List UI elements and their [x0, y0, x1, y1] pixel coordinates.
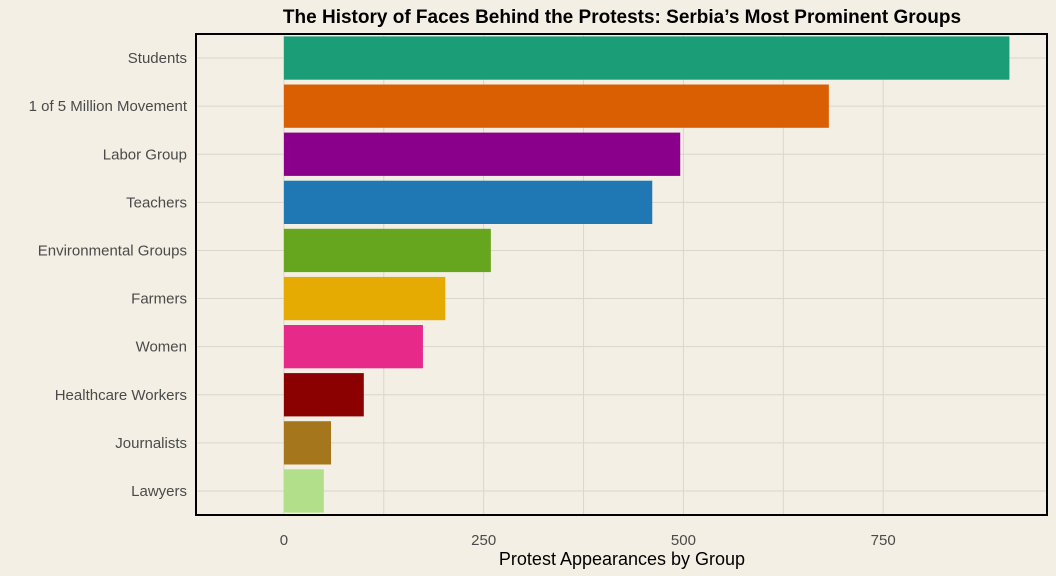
bar-environmental-groups: [283, 228, 491, 273]
bar-farmers: [283, 276, 446, 321]
bar-healthcare-workers: [283, 373, 364, 417]
category-label: Women: [136, 339, 187, 356]
x-tick-labels: 0 250 500 750: [280, 532, 896, 549]
category-label: Farmers: [131, 291, 187, 308]
bar-lawyers: [283, 469, 324, 513]
bar-students: [283, 36, 1010, 80]
x-tick-label: 250: [471, 532, 496, 549]
x-tick-label: 0: [280, 532, 288, 549]
category-label: Labor Group: [103, 146, 187, 163]
category-label: 1 of 5 Million Movement: [29, 98, 188, 115]
category-label: Healthcare Workers: [55, 387, 187, 404]
panel-border: [195, 33, 1048, 516]
category-label: Environmental Groups: [38, 242, 187, 259]
category-label: Journalists: [115, 435, 187, 452]
x-axis-title: Protest Appearances by Group: [499, 549, 745, 569]
bar-teachers: [283, 180, 653, 224]
x-tick-label: 750: [871, 532, 896, 549]
category-label: Students: [128, 50, 187, 67]
bar-labor-group: [283, 132, 681, 176]
category-labels: Students 1 of 5 Million Movement Labor Gro…: [29, 50, 188, 500]
bars: [283, 36, 1010, 513]
category-label: Lawyers: [131, 483, 187, 500]
bar-1-of-5-million-movement: [283, 84, 829, 128]
category-label: Teachers: [126, 194, 187, 211]
x-tick-label: 500: [671, 532, 696, 549]
chart-title: The History of Faces Behind the Protests…: [283, 7, 961, 28]
bar-women: [283, 325, 423, 369]
bar-journalists: [283, 421, 332, 465]
